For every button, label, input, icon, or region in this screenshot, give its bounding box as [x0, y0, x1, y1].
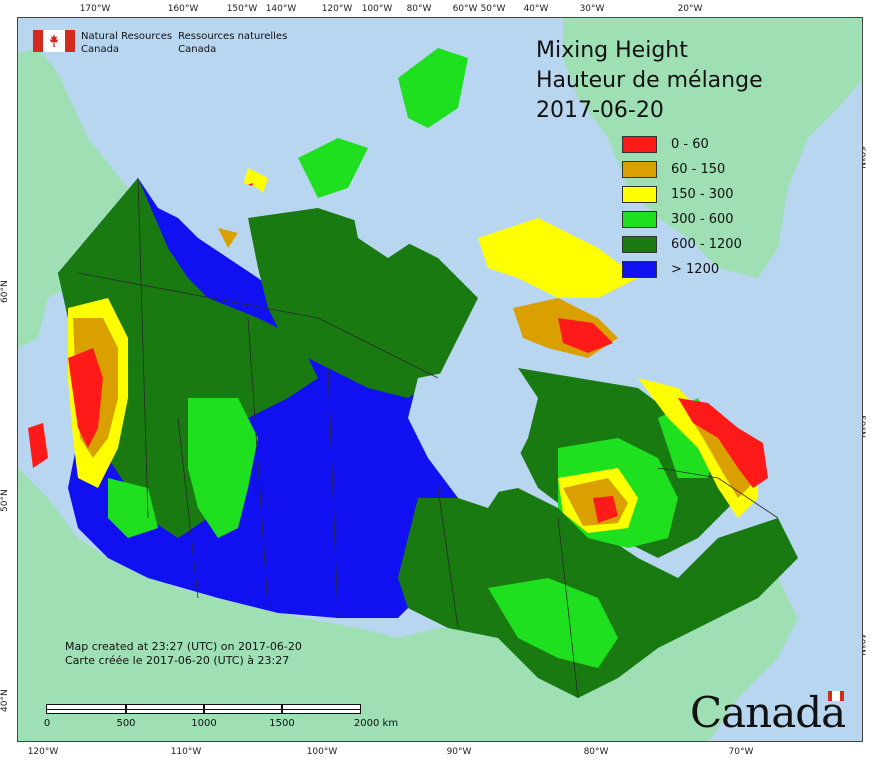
canada-wordmark: Canada	[690, 688, 846, 737]
tick-label: 160°W	[167, 4, 199, 14]
legend-item: 300 - 600	[622, 207, 742, 232]
canada-zone-150-300	[68, 168, 758, 533]
usa-land	[18, 468, 798, 741]
tick-label: 40°W	[523, 4, 549, 14]
legend-swatch	[622, 161, 657, 178]
tick-label: 40°N	[0, 689, 10, 712]
greenland-land	[563, 18, 862, 278]
legend: 0 - 60 60 - 150 150 - 300 300 - 600 600 - 12…	[622, 132, 742, 282]
legend-swatch	[622, 261, 657, 278]
scale-label: 1500	[269, 718, 295, 729]
tick-label: 30°W	[579, 4, 605, 14]
credit-fr: Carte créée le 2017-06-20 (UTC) à 23:27	[65, 654, 290, 667]
arctic-water	[138, 168, 418, 258]
legend-item: 600 - 1200	[622, 232, 742, 257]
agency-en-line2: Canada	[81, 44, 120, 55]
agency-fr-line2: Canada	[178, 44, 217, 55]
legend-label: 300 - 600	[671, 212, 734, 227]
title-date: 2017-06-20	[536, 98, 664, 123]
legend-item: 150 - 300	[622, 182, 742, 207]
tick-label: 120°W	[27, 747, 59, 757]
agency-name-fr: Ressources naturelles Canada	[178, 30, 287, 56]
tick-label: 100°W	[361, 4, 393, 14]
tick-label: 100°W	[306, 747, 338, 757]
wordmark-text: Canada	[690, 688, 846, 737]
scale-label: 2000 km	[353, 718, 399, 729]
canada-zone-600-1200	[58, 178, 798, 698]
tick-label: 60°N	[0, 280, 10, 303]
tick-label: 20°W	[677, 4, 703, 14]
scale-bar: 0 500 1000 1500 2000 km	[43, 704, 398, 734]
legend-swatch	[622, 136, 657, 153]
title-line: Mixing Height	[536, 38, 688, 63]
legend-swatch	[622, 236, 657, 253]
title-line: Hauteur de mélange	[536, 68, 763, 93]
tick-label: 120°W	[321, 4, 353, 14]
tick-label: 80°W	[583, 747, 609, 757]
tick-label: 90°W	[446, 747, 472, 757]
tick-label: 50°W	[480, 4, 506, 14]
legend-item: > 1200	[622, 257, 742, 282]
tick-label: 60°W	[452, 4, 478, 14]
legend-label: > 1200	[671, 262, 720, 277]
tick-label: 140°W	[265, 4, 297, 14]
hudson-bay	[408, 368, 538, 508]
map-title: Mixing Height Hauteur de mélange 2017-06…	[536, 36, 763, 126]
scale-label: 500	[116, 718, 136, 729]
canada-flag-icon	[33, 30, 75, 52]
map-canvas[interactable]	[17, 17, 863, 742]
wordmark-flag-icon	[828, 691, 844, 701]
map-credits: Map created at 23:27 (UTC) on 2017-06-20…	[65, 640, 302, 668]
scale-label: 0	[43, 718, 51, 729]
scale-label: 1000	[191, 718, 217, 729]
agency-signature: Natural Resources Canada Ressources natu…	[33, 30, 287, 56]
credit-en: Map created at 23:27 (UTC) on 2017-06-20	[65, 640, 302, 653]
legend-label: 0 - 60	[671, 137, 709, 152]
tick-label: 70°W	[728, 747, 754, 757]
legend-swatch	[622, 211, 657, 228]
agency-name-en: Natural Resources Canada	[81, 30, 172, 56]
legend-label: 150 - 300	[671, 187, 734, 202]
tick-label: 170°W	[79, 4, 111, 14]
scale-midline	[46, 709, 361, 710]
tick-label: 110°W	[170, 747, 202, 757]
province-borders	[77, 177, 779, 699]
legend-label: 60 - 150	[671, 162, 726, 177]
alaska-land	[18, 48, 143, 348]
agency-fr-line1: Ressources naturelles	[178, 31, 288, 42]
tick-label: 80°W	[406, 4, 432, 14]
legend-item: 60 - 150	[622, 157, 742, 182]
legend-item: 0 - 60	[622, 132, 742, 157]
tick-label: 50°N	[0, 489, 10, 512]
legend-swatch	[622, 186, 657, 203]
mixing-height-map	[18, 18, 862, 741]
legend-label: 600 - 1200	[671, 237, 742, 252]
tick-label: 150°W	[226, 4, 258, 14]
agency-en-line1: Natural Resources	[81, 31, 173, 42]
